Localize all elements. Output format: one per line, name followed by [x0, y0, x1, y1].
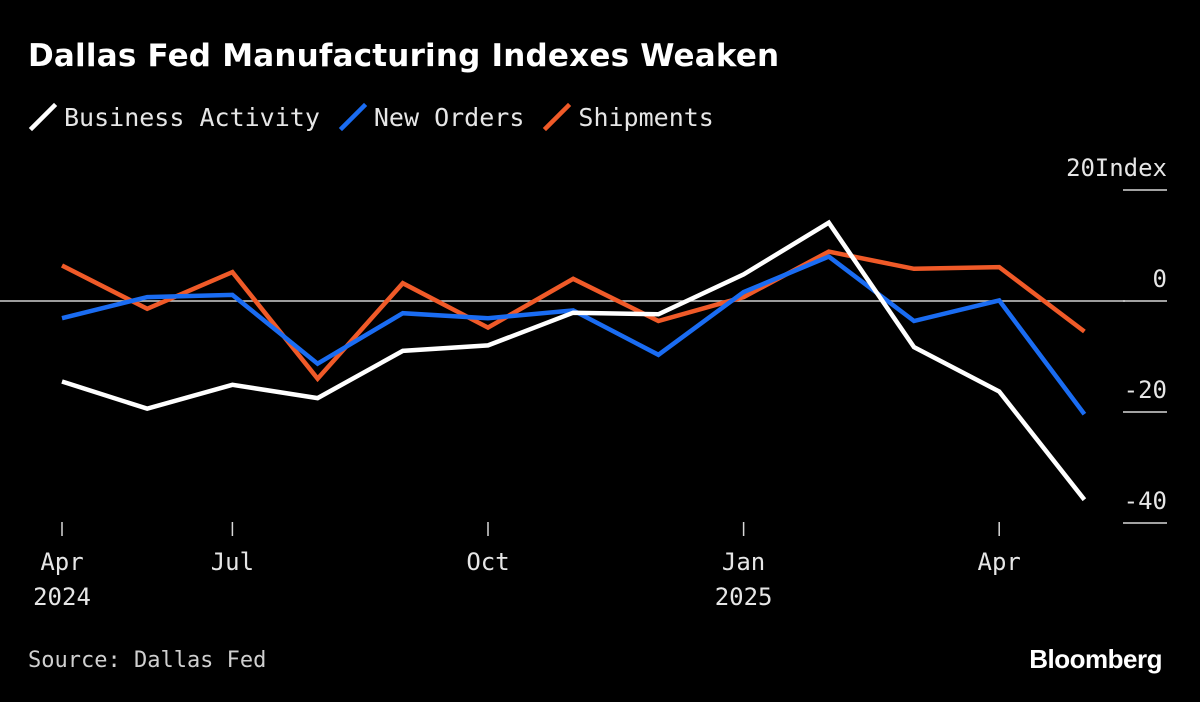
x-tick-sublabel-0: 2024 — [33, 583, 91, 611]
x-tick-label-2: Oct — [466, 548, 509, 576]
legend-swatch-business-activity — [28, 102, 58, 132]
legend-label-shipments: Shipments — [578, 102, 714, 132]
legend-item-new-orders: New Orders — [338, 102, 525, 132]
series-line-new-orders — [61, 254, 1087, 416]
legend-item-business-activity: Business Activity — [28, 102, 320, 132]
x-tick-label-4: Apr — [978, 548, 1021, 576]
legend-label-business-activity: Business Activity — [64, 102, 320, 132]
y-tick-label-2: -20 — [1124, 376, 1167, 404]
legend-label-new-orders: New Orders — [373, 102, 525, 132]
y-tick-label-1: 0 — [1153, 265, 1167, 293]
x-tick-label-3: Jan — [722, 548, 765, 576]
x-tick-sublabel-3: 2025 — [715, 583, 773, 611]
x-tick-label-0: Apr — [40, 548, 83, 576]
y-tick-label-3: -40 — [1124, 487, 1167, 515]
x-tick-label-1: Jul — [211, 548, 254, 576]
source-note: Source: Dallas Fed — [28, 648, 267, 673]
bloomberg-logo: Bloomberg — [1029, 644, 1162, 674]
legend-swatch-shipments — [543, 102, 572, 132]
series-line-business-activity — [61, 219, 1087, 502]
y-axis-unit-label: Index — [1095, 154, 1167, 182]
chart-legend: Business Activity New Orders Shipments — [28, 102, 732, 132]
legend-swatch-new-orders — [338, 102, 368, 132]
y-tick-label-0: 20 — [1066, 154, 1095, 182]
legend-item-shipments: Shipments — [542, 102, 714, 132]
series-line-shipments — [60, 249, 1086, 383]
chart-title: Dallas Fed Manufacturing Indexes Weaken — [28, 38, 780, 74]
